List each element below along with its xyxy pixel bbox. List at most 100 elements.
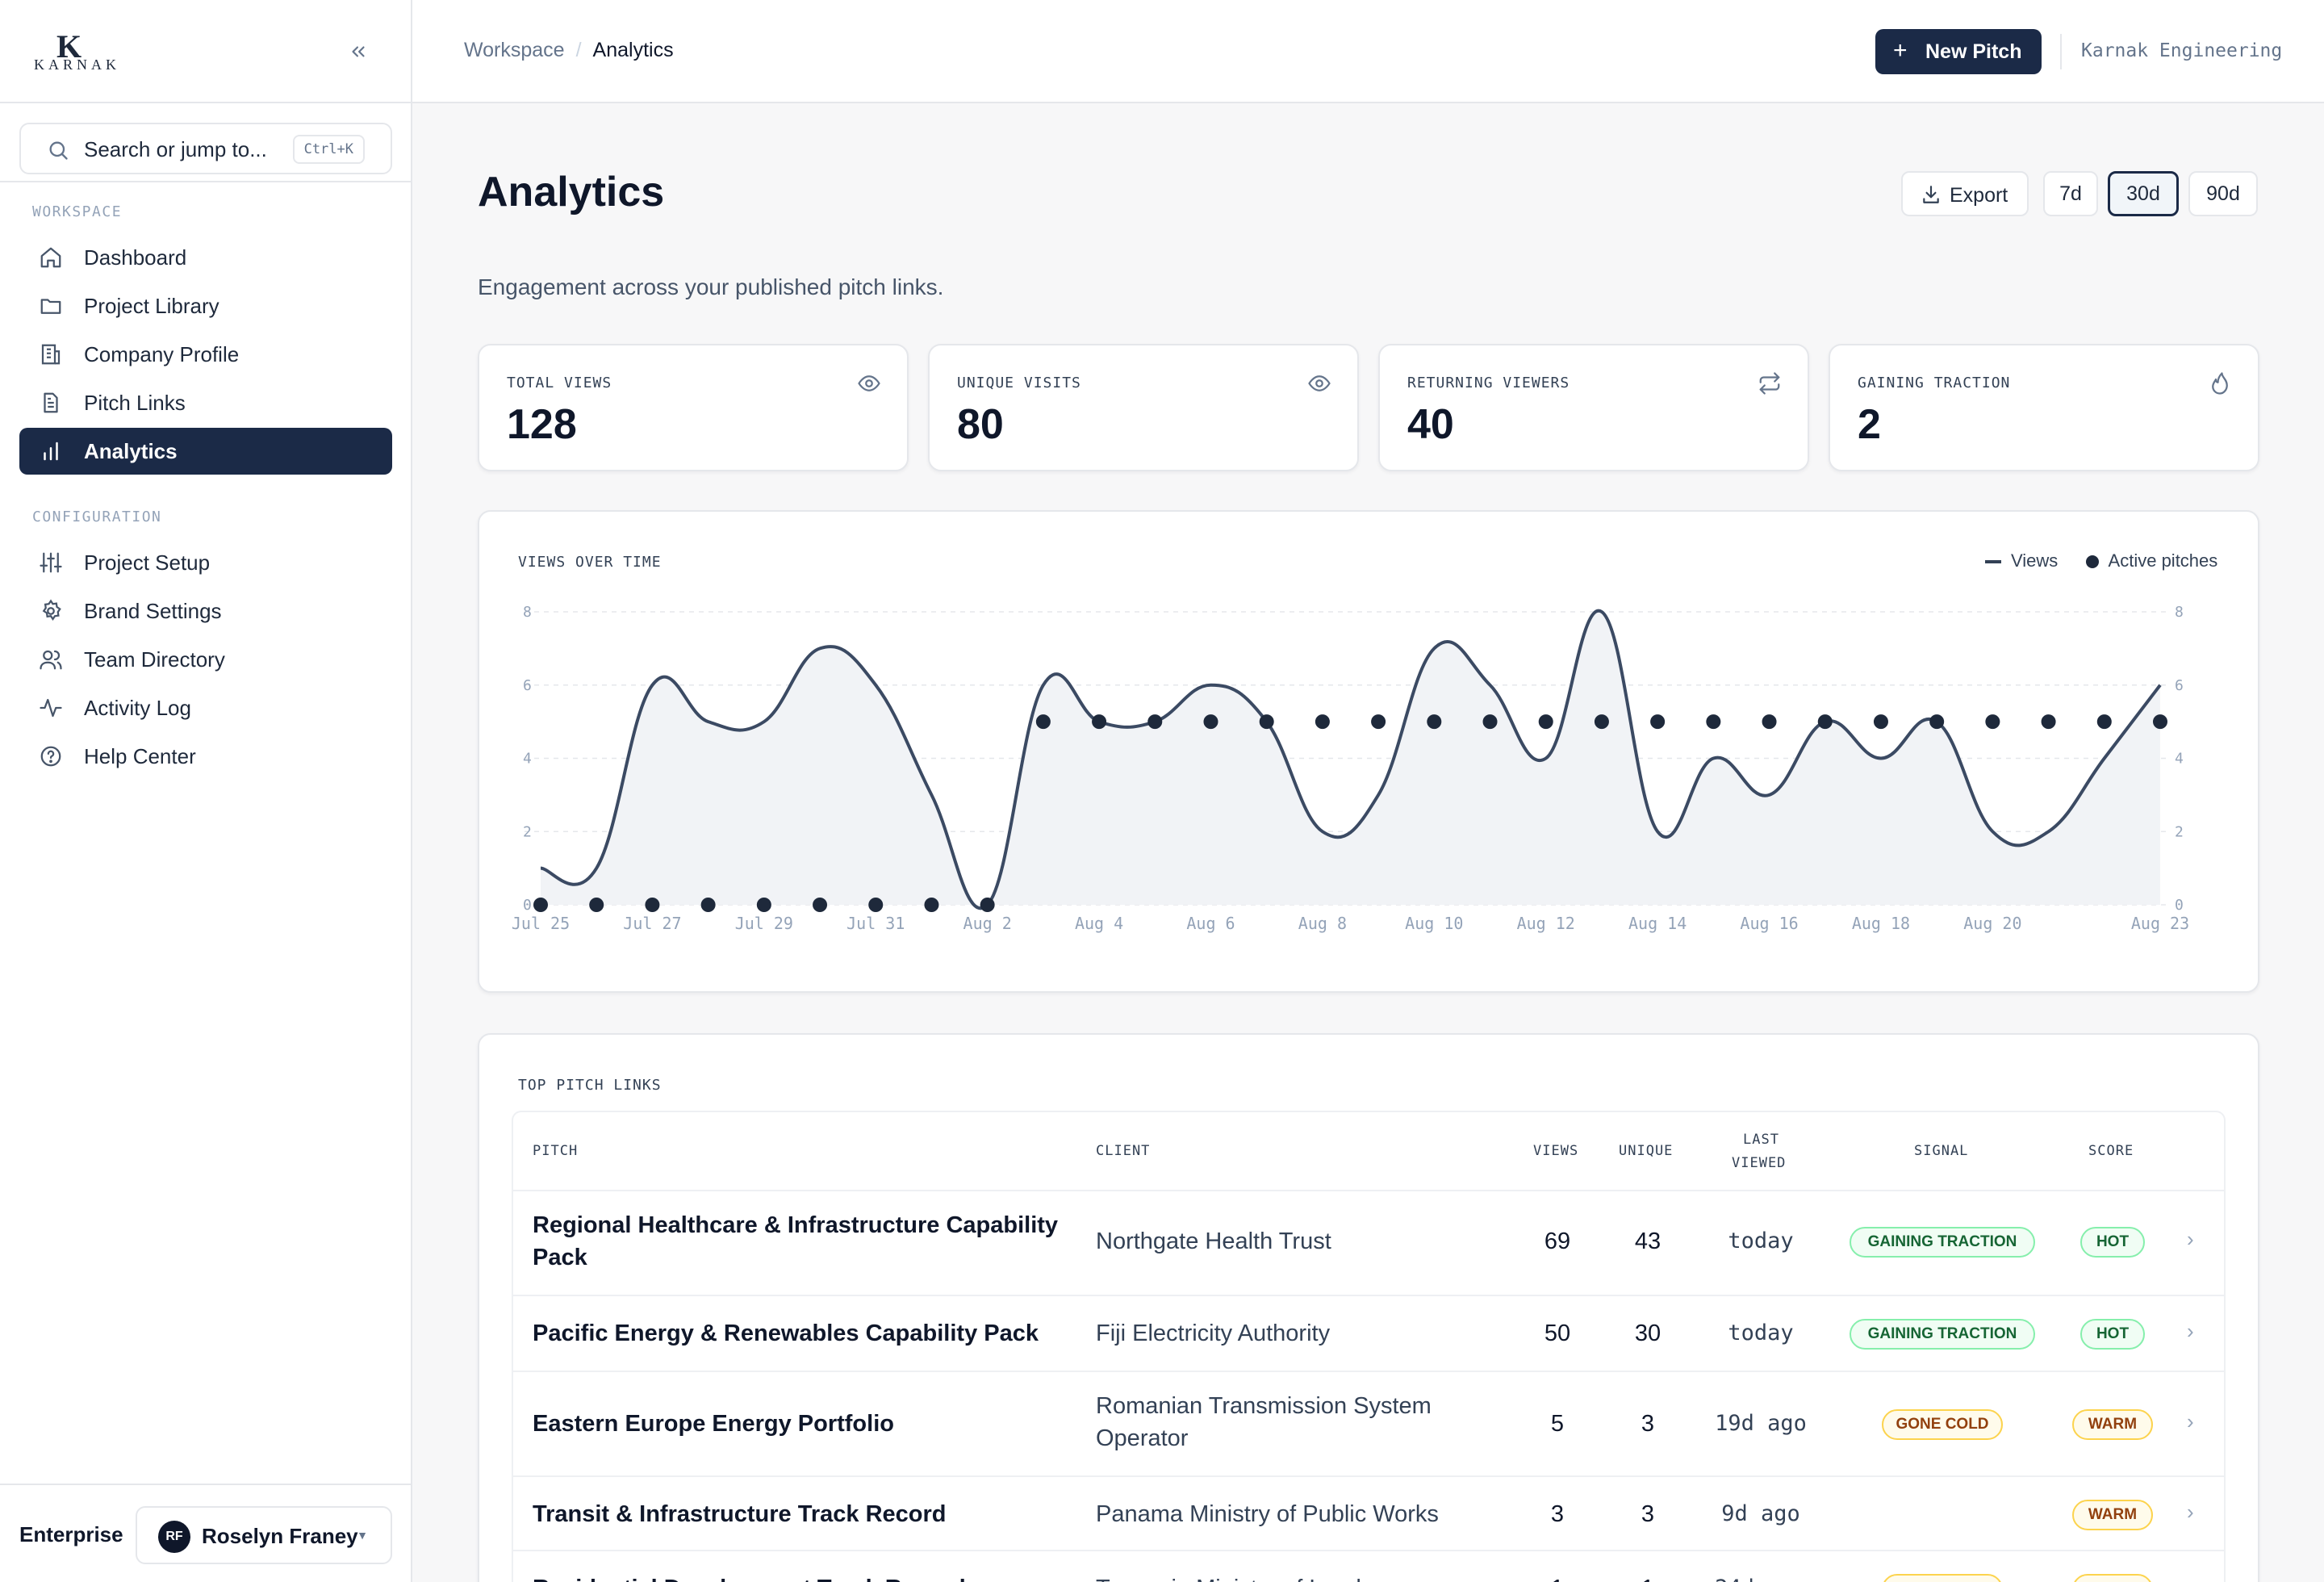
range-30d-button[interactable]: 30d (2108, 171, 2179, 216)
col-header-pitch[interactable]: PITCH (533, 1143, 579, 1159)
breadcrumb: Workspace / Analytics (464, 39, 674, 62)
plan-label: Enterprise (19, 1522, 123, 1546)
sidebar-item-label: Team Directory (84, 647, 225, 672)
views-line (540, 609, 2162, 910)
active-pitches-point (700, 898, 716, 912)
sidebar-item-label: Project Setup (84, 550, 211, 575)
search-input[interactable]: Search or jump to... Ctrl+K (19, 123, 392, 174)
user-menu-button[interactable]: RF Roselyn Franey ▼ (136, 1506, 392, 1564)
eye-icon (1308, 375, 1331, 391)
signal-badge: GAINING TRACTION (1850, 1319, 2035, 1350)
table-row[interactable]: Regional Healthcare & Infrastructure Cap… (513, 1190, 2224, 1295)
x-tick-label: Jul 31 (846, 914, 905, 933)
active-pitches-point (1482, 714, 1498, 730)
stat-card-returning-viewers: RETURNING VIEWERS 40 (1378, 344, 1809, 471)
unique-count: 3 (1641, 1501, 1655, 1527)
sidebar-item-brand-settings[interactable]: Brand Settings (19, 588, 392, 634)
y-tick-label-left: 0 (523, 897, 532, 914)
pitch-name[interactable]: Eastern Europe Energy Portfolio (533, 1411, 894, 1437)
x-tick-label: Aug 20 (1963, 914, 2021, 933)
sidebar-item-pitch-links[interactable]: Pitch Links (19, 379, 392, 426)
section-label-configuration: CONFIGURATION (32, 508, 162, 525)
active-pitches-point (980, 898, 995, 912)
pitch-name[interactable]: Residential Development Track Record (533, 1572, 1073, 1582)
col-header-last-viewed-line2: VIEWED (1732, 1155, 1787, 1171)
col-header-score[interactable]: SCORE (2088, 1143, 2134, 1159)
breadcrumb-separator: / (575, 39, 582, 61)
folder-icon (40, 299, 61, 314)
score-badge: COLD (2072, 1574, 2153, 1582)
sidebar-item-company-profile[interactable]: Company Profile (19, 331, 392, 378)
x-tick-label: Jul 27 (623, 914, 681, 933)
legend-line-swatch (1985, 560, 2001, 564)
active-pitches-point (924, 898, 939, 912)
plus-icon: + (1893, 37, 1908, 64)
sidebar-item-project-library[interactable]: Project Library (19, 282, 392, 329)
last-viewed: today (1728, 1320, 1794, 1346)
sidebar-item-dashboard[interactable]: Dashboard (19, 234, 392, 281)
chart-legend: Views Active pitches (1985, 550, 2217, 571)
sidebar-item-team-directory[interactable]: Team Directory (19, 636, 392, 683)
table-row[interactable]: Residential Development Track Record Tan… (513, 1550, 2224, 1582)
pitch-name[interactable]: Regional Healthcare & Infrastructure Cap… (533, 1212, 1059, 1270)
org-name: Karnak Engineering (2081, 40, 2283, 61)
col-header-signal[interactable]: SIGNAL (1914, 1143, 1969, 1159)
sidebar-item-label: Project Library (84, 294, 219, 318)
range-7d-button[interactable]: 7d (2043, 171, 2098, 216)
chevron-right-icon[interactable]: › (2187, 1409, 2194, 1433)
chevron-right-icon[interactable]: › (2187, 1227, 2194, 1251)
active-pitches-point (1706, 714, 1721, 730)
sidebar-header: K KARNAK (0, 0, 411, 103)
score-badge: WARM (2072, 1409, 2153, 1440)
table-row[interactable]: Transit & Infrastructure Track Record Pa… (513, 1475, 2224, 1550)
table-row[interactable]: Pacific Energy & Renewables Capability P… (513, 1295, 2224, 1371)
sidebar-item-label: Analytics (84, 439, 178, 463)
breadcrumb-workspace[interactable]: Workspace (464, 39, 565, 61)
active-pitches-point (1147, 714, 1163, 730)
stat-label: UNIQUE VISITS (957, 375, 1081, 391)
export-button[interactable]: Export (1901, 171, 2029, 216)
chevron-right-icon[interactable]: › (2187, 1500, 2194, 1524)
active-pitches-point (1092, 714, 1107, 730)
logo-mark: K (56, 28, 82, 65)
sidebar-item-project-setup[interactable]: Project Setup (19, 539, 392, 586)
col-header-views[interactable]: VIEWS (1533, 1143, 1579, 1159)
bar-chart-icon (44, 442, 58, 461)
unique-count: 1 (1607, 1576, 1688, 1582)
users-icon (40, 650, 62, 670)
collapse-sidebar-button[interactable] (342, 36, 374, 68)
last-viewed: 24d ago (1704, 1576, 1817, 1582)
karnak-logo[interactable]: K KARNAK (34, 27, 116, 73)
table-row[interactable]: Eastern Europe Energy Portfolio Romanian… (513, 1371, 2224, 1475)
col-header-unique[interactable]: UNIQUE (1619, 1143, 1674, 1159)
active-pitches-point (1427, 714, 1442, 730)
score-badge: HOT (2080, 1227, 2145, 1258)
top-links-table: PITCH CLIENT VIEWS UNIQUE LAST VIEWED SI… (512, 1111, 2226, 1582)
sidebar-item-help-center[interactable]: Help Center (19, 733, 392, 780)
document-icon (44, 392, 58, 413)
active-pitches-point (756, 898, 771, 912)
col-header-client[interactable]: CLIENT (1096, 1143, 1151, 1159)
stat-label: TOTAL VIEWS (507, 375, 612, 391)
sidebar-item-analytics[interactable]: Analytics (19, 428, 392, 475)
range-90d-button[interactable]: 90d (2188, 171, 2258, 216)
stat-card-gaining-traction: GAINING TRACTION 2 (1829, 344, 2259, 471)
sliders-icon (40, 552, 62, 573)
active-pitches-point (1371, 714, 1386, 730)
active-pitches-point (2153, 714, 2167, 730)
stat-value: 40 (1407, 401, 1454, 448)
new-pitch-button[interactable]: + New Pitch (1875, 29, 2042, 74)
pitch-name[interactable]: Transit & Infrastructure Track Record (533, 1501, 947, 1527)
last-viewed: today (1728, 1228, 1794, 1253)
y-tick-label-right: 6 (2175, 677, 2184, 694)
breadcrumb-current: Analytics (592, 39, 674, 61)
top-bar: Workspace / Analytics + New Pitch Karnak E… (412, 0, 2324, 103)
col-header-last-viewed[interactable]: LAST (1743, 1132, 1779, 1148)
pitch-name[interactable]: Pacific Energy & Renewables Capability P… (533, 1320, 1039, 1346)
sidebar-item-label: Help Center (84, 744, 196, 768)
last-viewed: 9d ago (1721, 1501, 1800, 1526)
views-area (541, 610, 2160, 909)
sidebar-item-activity-log[interactable]: Activity Log (19, 684, 392, 731)
chevron-right-icon[interactable]: › (2187, 1319, 2194, 1343)
x-tick-label: Aug 18 (1852, 914, 1910, 933)
